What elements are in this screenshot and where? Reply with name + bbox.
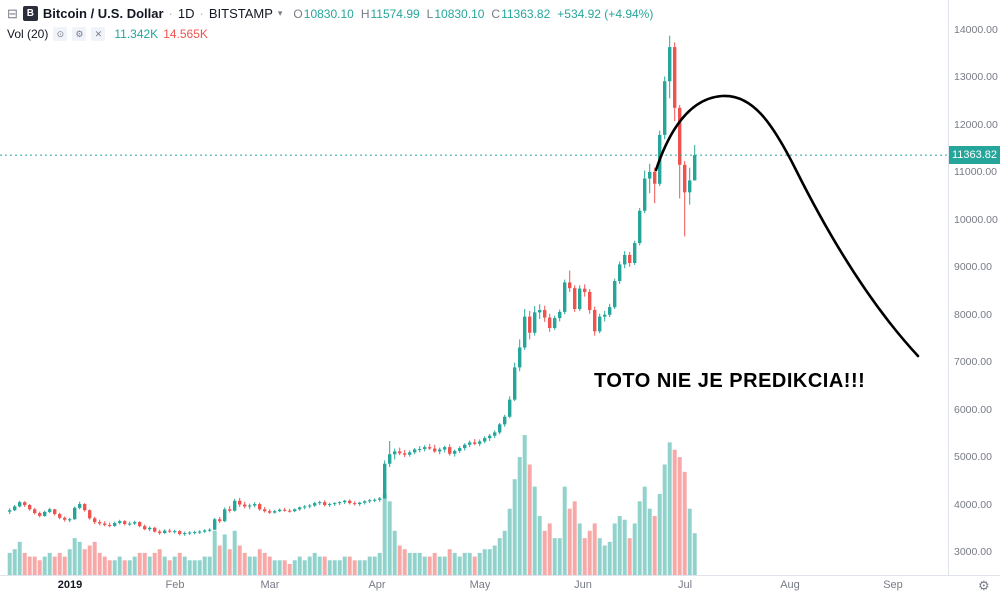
price-tick-label: 8000.00 (954, 308, 992, 321)
low-value: 10830.10 (434, 6, 485, 21)
high-label: H (360, 6, 370, 21)
volume-indicator-legend: Vol (20) ⊙ ⚙ ✕ 11.342K 14.565K (7, 27, 208, 41)
symbol-name[interactable]: Bitcoin / U.S. Dollar (42, 6, 164, 21)
chevron-down-icon[interactable]: ▾ (277, 8, 283, 18)
price-axis[interactable]: 14000.00 13000.00 12000.00 11000.00 10000.00… (948, 0, 1000, 575)
price-tick-label: 6000.00 (954, 403, 992, 416)
price-tick-label: 4000.00 (954, 498, 992, 511)
annotation-text[interactable]: TOTO NIE JE PREDIKCIA!!! (594, 370, 866, 392)
open-label: O (293, 6, 303, 21)
separator-dot: · (168, 6, 173, 21)
symbol-logo-icon: B (22, 6, 38, 21)
exchange-label[interactable]: BITSTAMP (208, 6, 273, 21)
volume-ma-value: 14.565K (163, 27, 208, 41)
price-tick-label: 14000.00 (954, 24, 998, 36)
close-value: 11363.82 (501, 6, 551, 21)
price-tick-label: 5000.00 (954, 451, 992, 464)
open-value: 10830.10 (303, 6, 354, 21)
time-tick-label: 2019 (57, 579, 83, 591)
settings-icon[interactable]: ⚙ (72, 27, 87, 41)
legend-menu-icon[interactable]: ⊟ (7, 6, 18, 21)
symbol-legend: ⊟ B Bitcoin / U.S. Dollar · 1D · BITSTAM… (7, 6, 653, 21)
hand-drawn-curve[interactable] (654, 94, 920, 358)
eye-icon[interactable]: ⊙ (53, 27, 68, 41)
time-axis[interactable]: 2019 Feb Mar Apr May Jun Jul Aug Sep (0, 575, 1000, 595)
low-label: L (426, 6, 434, 21)
price-tick-label: 12000.00 (954, 118, 998, 131)
price-tick-label: 9000.00 (954, 261, 992, 274)
volume-indicator-label[interactable]: Vol (20) (7, 27, 49, 41)
interval-label[interactable]: 1D (177, 6, 195, 21)
time-tick-label: Feb (165, 579, 185, 591)
volume-value: 11.342K (114, 27, 159, 41)
close-icon[interactable]: ✕ (91, 27, 106, 41)
time-tick-label: Apr (368, 579, 386, 591)
high-value: 11574.99 (370, 6, 420, 21)
close-label: C (491, 6, 501, 21)
price-tick-label: 10000.00 (954, 213, 998, 226)
separator-dot: · (199, 6, 204, 21)
time-tick-label: Jul (677, 579, 693, 591)
price-tick-label: 13000.00 (954, 71, 998, 84)
axis-settings-gear-icon[interactable]: ⚙ (978, 578, 990, 593)
time-tick-label: Mar (260, 579, 280, 591)
price-tick-label: 11000.00 (954, 166, 998, 179)
time-tick-label: Aug (780, 579, 800, 591)
volume-series (7, 435, 697, 575)
ohlc-values: O 10830.10 H 11574.99 L 10830.10 C 11363.82 … (293, 7, 653, 21)
candlestick-series (8, 35, 697, 536)
time-tick-label: Sep (883, 579, 903, 591)
price-tick-label: 3000.00 (954, 546, 992, 558)
time-tick-label: May (469, 579, 491, 591)
time-tick-label: Jun (574, 579, 592, 591)
last-price-label[interactable]: 11363.82 (949, 146, 1000, 165)
price-tick-label: 7000.00 (954, 356, 992, 369)
change-value: +534.92 (+4.94%) (557, 6, 654, 21)
